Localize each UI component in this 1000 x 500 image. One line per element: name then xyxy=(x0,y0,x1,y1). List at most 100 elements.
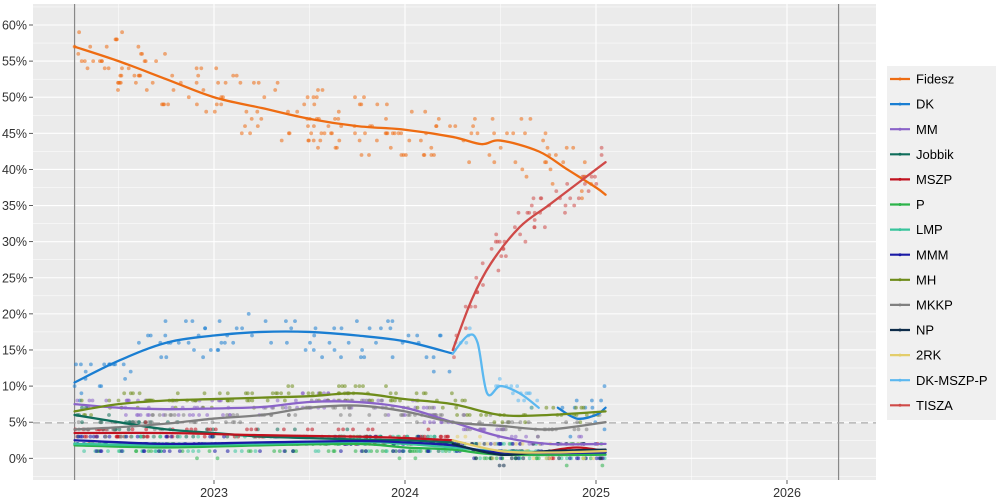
poll-point xyxy=(565,182,570,186)
poll-point xyxy=(576,456,581,461)
poll-point xyxy=(316,88,320,92)
poll-point xyxy=(286,384,291,388)
poll-point xyxy=(594,456,599,461)
poll-point xyxy=(126,398,131,403)
poll-point xyxy=(353,131,357,136)
poll-point xyxy=(475,131,480,136)
poll-point xyxy=(207,449,212,453)
poll-point xyxy=(120,30,124,35)
poll-point xyxy=(333,117,337,121)
poll-point xyxy=(465,427,470,432)
poll-point xyxy=(510,420,515,425)
poll-point xyxy=(502,442,506,446)
poll-point xyxy=(363,131,367,136)
poll-point xyxy=(256,80,261,85)
poll-point xyxy=(563,203,568,208)
poll-point xyxy=(142,449,147,453)
poll-point xyxy=(254,427,258,432)
poll-point xyxy=(499,254,504,258)
legend-point-icon xyxy=(898,253,902,257)
legend-point-icon xyxy=(898,278,902,282)
legend-label: TISZA xyxy=(916,398,953,413)
poll-point xyxy=(563,210,567,215)
poll-point xyxy=(282,427,286,432)
poll-point xyxy=(215,348,220,352)
legend-label: MSZP xyxy=(916,172,952,187)
poll-point xyxy=(103,434,108,439)
poll-point xyxy=(216,80,221,85)
poll-point xyxy=(197,413,202,417)
poll-point xyxy=(338,413,343,417)
poll-point xyxy=(180,449,185,453)
poll-point xyxy=(578,420,583,425)
poll-point xyxy=(157,413,162,417)
poll-point xyxy=(366,449,371,453)
poll-point xyxy=(289,326,294,331)
poll-point xyxy=(500,420,505,425)
poll-point xyxy=(337,138,342,143)
trend-line-mkkp xyxy=(73,404,607,431)
y-tick-label: 60% xyxy=(2,19,27,33)
poll-point xyxy=(415,405,420,410)
poll-point xyxy=(191,434,196,439)
poll-point xyxy=(107,413,111,417)
legend-label: DK xyxy=(916,97,934,112)
poll-point xyxy=(275,80,280,85)
poll-point xyxy=(320,88,325,92)
poll-point xyxy=(82,449,86,453)
poll-point xyxy=(353,95,357,100)
poll-point xyxy=(202,391,207,396)
poll-point xyxy=(211,427,216,432)
poll-point xyxy=(390,319,395,323)
poll-point xyxy=(192,348,196,352)
poll-point xyxy=(477,420,482,425)
poll-point xyxy=(531,196,536,201)
poll-point xyxy=(79,59,84,63)
poll-point xyxy=(522,398,526,403)
poll-point xyxy=(471,124,475,128)
poll-point xyxy=(477,442,482,446)
poll-point xyxy=(91,434,96,439)
poll-point xyxy=(519,117,524,121)
poll-point xyxy=(131,391,135,396)
poll-point xyxy=(320,355,324,360)
poll-point xyxy=(367,153,371,157)
poll-point xyxy=(291,449,295,453)
poll-point xyxy=(582,160,587,165)
poll-point xyxy=(80,405,84,410)
poll-point xyxy=(599,153,604,157)
poll-point xyxy=(72,384,77,388)
poll-point xyxy=(176,413,181,417)
poll-point xyxy=(425,449,430,453)
poll-point xyxy=(234,326,239,331)
poll-point xyxy=(453,398,458,403)
poll-point xyxy=(169,434,174,439)
poll-point xyxy=(151,413,155,417)
y-tick-label: 10% xyxy=(2,380,27,394)
poll-point xyxy=(248,131,253,136)
poll-point xyxy=(273,88,278,92)
poll-point xyxy=(119,434,123,439)
poll-point xyxy=(149,449,154,453)
poll-point xyxy=(521,456,526,461)
poll-point xyxy=(586,189,591,194)
y-tick-label: 35% xyxy=(2,199,27,213)
poll-point xyxy=(520,442,525,446)
poll-point xyxy=(225,413,230,417)
poll-point xyxy=(450,391,454,396)
poll-point xyxy=(186,340,191,345)
poll-point xyxy=(574,398,579,403)
poll-point xyxy=(514,456,518,461)
poll-point xyxy=(322,131,327,136)
poll-point xyxy=(139,434,143,439)
legend-point-icon xyxy=(898,303,902,307)
legend-item-mmm: MMM xyxy=(890,247,949,262)
poll-point xyxy=(280,405,285,410)
poll-point xyxy=(384,449,389,453)
poll-point xyxy=(312,124,316,128)
poll-point xyxy=(505,131,509,136)
y-tick-label: 30% xyxy=(2,235,27,249)
poll-point xyxy=(379,398,384,403)
poll-point xyxy=(246,312,251,316)
